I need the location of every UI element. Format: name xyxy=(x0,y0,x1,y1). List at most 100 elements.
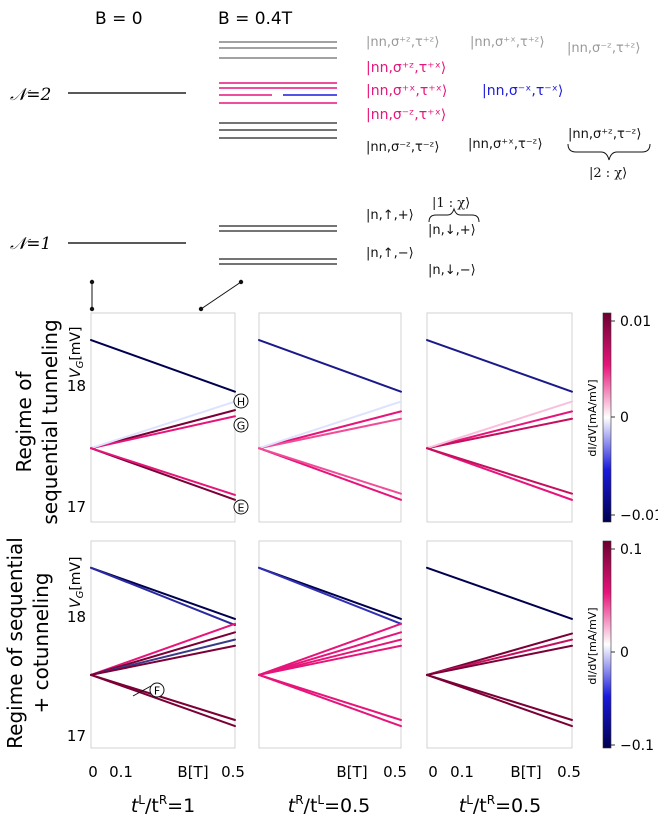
marker-e-label: E xyxy=(238,502,245,515)
series-line xyxy=(90,447,236,496)
colorbar-bottom-mid: 0 xyxy=(620,645,629,661)
series-line xyxy=(90,673,236,721)
colorbar-top-mid: 0 xyxy=(620,410,629,426)
colorbar-top-max: 0.01 xyxy=(620,314,651,330)
ytick-top-18: 18 xyxy=(67,377,86,395)
series-line xyxy=(258,622,402,676)
state-label: |nn,σ⁻ᶻ,τ⁺ˣ⟩ xyxy=(366,107,446,123)
series-line xyxy=(426,447,573,495)
xtick: 0.5 xyxy=(383,763,407,781)
colorbar-bottom-label: dI/dV[mA/mV] xyxy=(586,607,599,684)
series-line xyxy=(426,566,573,620)
xtick: 0 xyxy=(428,763,438,781)
state-label: |nn,σ⁺ᶻ,τ⁺ᶻ⟩ xyxy=(366,35,440,50)
series-line xyxy=(90,622,236,676)
column-label-2: tR/tL=0.5 xyxy=(288,793,370,817)
xtick: 0.5 xyxy=(557,763,581,781)
marker-e: E xyxy=(233,499,249,515)
xticks-col3: 0 0.1 B[T] 0.5 xyxy=(428,763,581,781)
colorbar-gradient xyxy=(602,540,612,749)
series-line xyxy=(90,400,236,450)
levels-n1-b04 xyxy=(219,225,337,265)
state-label: |nn,σ⁺ˣ,τ⁺ˣ⟩ xyxy=(366,83,447,99)
series-line xyxy=(90,644,236,676)
state-label: |nn,σ⁻ᶻ,τ⁺ᶻ⟩ xyxy=(567,41,641,56)
ylabel-bottom: VG[mV] xyxy=(68,557,86,608)
state-label: |n,↑,+⟩ xyxy=(366,208,414,223)
series-line xyxy=(426,400,573,450)
row-label-top-2: sequential tunneling xyxy=(38,319,62,524)
xtick: 0.1 xyxy=(109,763,133,781)
xtick: 0.1 xyxy=(450,763,474,781)
series-line xyxy=(258,673,402,721)
xtick: B[T] xyxy=(336,763,367,781)
series-line xyxy=(258,644,402,676)
state-label: |n,↓,−⟩ xyxy=(428,263,476,278)
marker-f-label: F xyxy=(154,685,160,698)
ytick-top-17: 17 xyxy=(67,498,86,516)
plot-panel-frame xyxy=(90,312,236,523)
pin xyxy=(198,306,204,312)
pin-line xyxy=(200,281,242,310)
colorbar-bottom-min: −0.1 xyxy=(620,738,654,754)
series-line xyxy=(258,410,402,450)
row-label-bottom-1: Regime of sequential xyxy=(3,537,27,749)
state-label: |n,↓,+⟩ xyxy=(428,223,476,238)
series-line xyxy=(90,409,236,450)
state-label: |nn,σ⁻ᶻ,τ⁻ᶻ⟩ xyxy=(366,140,440,155)
series-line xyxy=(90,631,236,676)
connector-pins xyxy=(89,279,244,312)
n2-label: 𝒩=2 xyxy=(10,85,51,105)
series-line xyxy=(426,673,573,721)
colorbar-top-min: −0.01 xyxy=(620,508,658,524)
xtick: B[T] xyxy=(510,763,541,781)
colorbar-top: 0.01 0 −0.01 dI/dV[mA/mV] xyxy=(586,312,658,524)
row-label-top-1: Regime of xyxy=(12,371,36,473)
ytick-bottom-17: 17 xyxy=(67,727,86,745)
b0-title: B = 0 xyxy=(95,9,143,29)
xticks-col2: B[T] 0.5 xyxy=(336,763,407,781)
series-line xyxy=(426,410,573,450)
series-line xyxy=(258,566,402,625)
column-label-3: tL/tR=0.5 xyxy=(459,793,541,817)
n1-label: 𝒩=1 xyxy=(10,234,51,254)
marker-g: G xyxy=(233,417,249,433)
brace-n1-label: |1 : χ⟩ xyxy=(432,196,470,211)
series-line xyxy=(90,566,236,627)
xtick: B[T] xyxy=(177,763,208,781)
state-label: |n,↑,−⟩ xyxy=(366,246,414,261)
colorbar-bottom: 0.1 0 −0.1 dI/dV[mA/mV] xyxy=(586,540,654,754)
series-line xyxy=(426,644,573,676)
series-line xyxy=(258,417,402,450)
series-line xyxy=(90,415,236,450)
brace-n2 xyxy=(567,143,651,161)
plot-panels xyxy=(90,312,573,749)
ytick-bottom-18: 18 xyxy=(67,608,86,626)
xtick: 0 xyxy=(88,763,98,781)
colorbar-bottom-max: 0.1 xyxy=(620,542,642,558)
marker-h-label: H xyxy=(237,396,245,409)
state-label: |nn,σ⁻ˣ,τ⁻ˣ⟩ xyxy=(482,83,563,99)
brace-n1 xyxy=(428,207,480,223)
colorbar-gradient xyxy=(602,312,612,523)
row-label-bottom-2: + cotunneling xyxy=(29,572,53,713)
levels-n2-b04 xyxy=(219,41,337,139)
series-line xyxy=(90,339,236,393)
state-label: |nn,σ⁺ˣ,τ⁻ᶻ⟩ xyxy=(468,137,543,152)
marker-f: F xyxy=(132,682,165,698)
marker-g-label: G xyxy=(237,420,246,433)
series-line xyxy=(426,417,573,450)
series-line xyxy=(258,400,402,450)
column-label-1: tL/tR=1 xyxy=(131,793,195,817)
series-line xyxy=(258,447,402,495)
xticks-col1: 0 0.1 B[T] 0.5 xyxy=(88,763,245,781)
series-line xyxy=(258,339,402,393)
brace-n2-label: |2 : χ⟩ xyxy=(589,166,627,181)
series-line xyxy=(258,631,402,676)
colorbar-top-label: dI/dV[mA/mV] xyxy=(586,379,599,456)
ylabel-top: VG[mV] xyxy=(68,327,86,378)
xtick: 0.5 xyxy=(221,763,245,781)
marker-h: H xyxy=(233,393,249,409)
pin xyxy=(89,306,95,312)
